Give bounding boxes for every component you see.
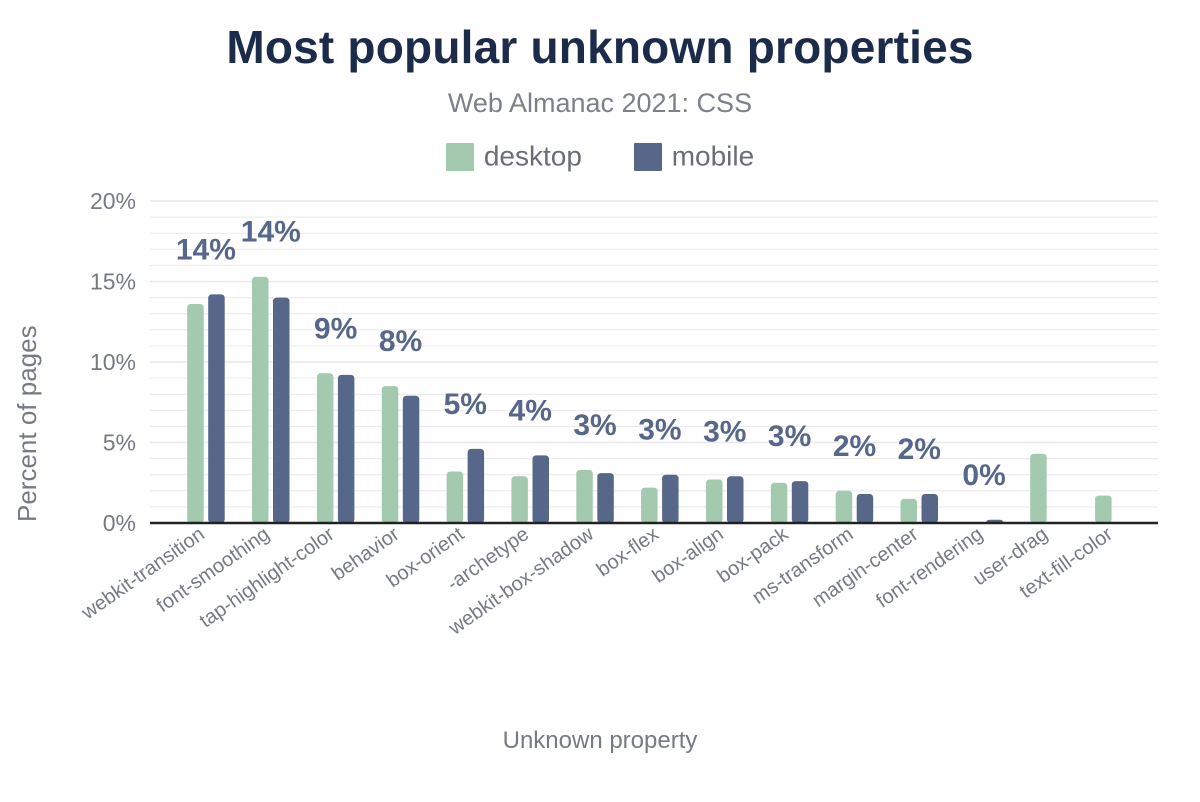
svg-text:0%: 0% [103,510,136,536]
svg-text:8%: 8% [379,325,422,358]
svg-text:5%: 5% [444,388,487,421]
svg-text:20%: 20% [90,188,136,214]
svg-text:14%: 14% [241,216,301,249]
svg-text:5%: 5% [103,430,136,456]
svg-text:3%: 3% [638,414,681,447]
svg-text:10%: 10% [90,349,136,375]
svg-text:3%: 3% [768,420,811,453]
svg-text:15%: 15% [90,269,136,295]
svg-text:2%: 2% [898,433,941,466]
svg-text:3%: 3% [703,415,746,448]
svg-text:9%: 9% [314,312,357,345]
svg-text:14%: 14% [176,233,236,266]
svg-text:0%: 0% [962,459,1005,492]
svg-text:2%: 2% [833,430,876,463]
svg-text:3%: 3% [573,409,616,442]
svg-text:box-align: box-align [649,523,728,588]
svg-text:4%: 4% [509,394,552,427]
